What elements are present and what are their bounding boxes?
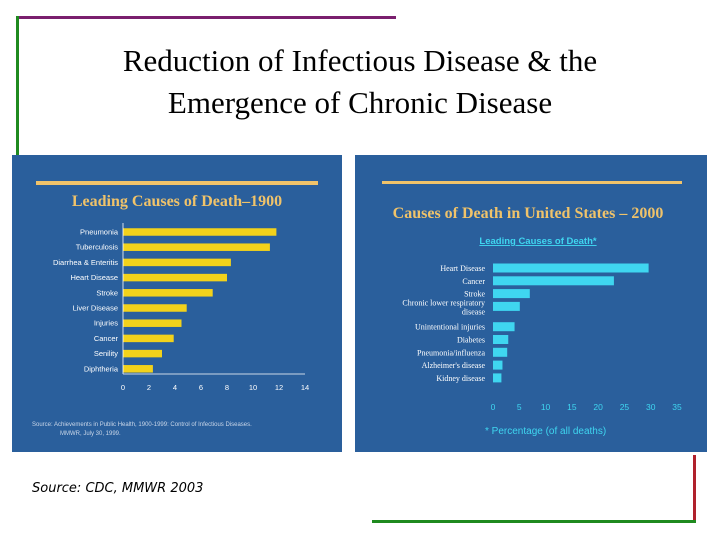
chart-1900-bar	[123, 365, 153, 373]
frame-left-green-line	[16, 16, 19, 168]
chart-1900-tick-label: 8	[225, 383, 229, 392]
chart-2000-tick-label: 25	[620, 402, 630, 412]
chart-2000-bar	[493, 347, 508, 357]
chart-2000-tick-label: 30	[646, 402, 656, 412]
chart-1900-bar	[123, 289, 213, 297]
chart-2000-bar	[493, 322, 515, 332]
chart-1900-bar	[123, 319, 182, 327]
chart-2000-category-label: Diabetes	[457, 336, 485, 345]
chart-1900-category-label: Cancer	[94, 334, 119, 343]
chart-2000-category-label: Chronic lower respiratory disease	[402, 298, 485, 316]
chart-1900: Leading Causes of Death–1900 Pneumonia Tu…	[32, 181, 318, 437]
chart-1900-category-label: Diarrhea & Enteritis	[53, 258, 118, 267]
frame-top-purple-line	[18, 16, 396, 19]
chart-2000-bar	[493, 263, 649, 273]
chart-1900-accent-rule	[36, 181, 318, 185]
chart-1900-bar	[123, 304, 187, 312]
chart-1900-bar	[123, 258, 231, 267]
chart-2000-tick-label: 35	[672, 402, 682, 412]
chart-2000-accent-rule	[382, 181, 682, 184]
chart-2000-category-label: Heart Disease	[440, 264, 485, 273]
chart-2000-tick-label: 5	[517, 402, 522, 412]
chart-2000-bar	[493, 276, 614, 286]
chart-1900-bar	[123, 349, 162, 358]
chart-1900-category-label: Tuberculosis	[76, 243, 118, 252]
chart-2000-category-label: Alzheimer's disease	[422, 361, 486, 370]
chart-2000-xlabel: * Percentage (of all deaths)	[485, 426, 606, 437]
chart-2000-tick-label: 0	[491, 402, 496, 412]
chart-2000-category-label: Pneumonia/influenza	[417, 348, 485, 357]
chart-1900-bar	[123, 334, 174, 343]
chart-1900-tick-label: 6	[199, 383, 203, 392]
chart-1900-bar	[123, 243, 270, 251]
source-note: Source: CDC, MMWR 2003	[32, 481, 204, 496]
chart-2000-category-label: Stroke	[464, 290, 485, 299]
chart-panel-1900: Leading Causes of Death–1900 Pneumonia Tu…	[12, 155, 342, 452]
chart-1900-category-label: Stroke	[96, 288, 118, 297]
chart-1900-category-label: Injuries	[94, 319, 118, 328]
chart-2000-bar	[493, 373, 502, 383]
chart-2000: Causes of Death in United States – 2000 …	[382, 181, 682, 437]
chart-1900-footnote: Source: Achievements in Public Health, 1…	[32, 422, 253, 437]
chart-2000-category-label: Kidney disease	[436, 374, 485, 383]
chart-1900-tick-label: 2	[147, 383, 151, 392]
frame-right-red-line	[693, 455, 696, 523]
chart-panel-2000: Causes of Death in United States – 2000 …	[355, 155, 707, 452]
chart-1900-category-label: Diphtheria	[84, 364, 119, 373]
chart-1900-tick-label: 10	[249, 383, 257, 392]
chart-1900-bar	[123, 273, 227, 282]
chart-2000-bar	[493, 360, 503, 370]
chart-1900-category-label: Liver Disease	[73, 304, 118, 313]
frame-bottom-green-line	[372, 520, 696, 523]
chart-1900-bar	[123, 228, 277, 236]
chart-2000-title: Causes of Death in United States – 2000	[393, 205, 664, 222]
chart-2000-category-label: Cancer	[462, 277, 485, 286]
chart-2000-bar	[493, 289, 530, 299]
chart-2000-bar	[493, 301, 520, 311]
chart-2000-tick-label: 10	[541, 402, 551, 412]
chart-1900-tick-label: 4	[173, 383, 177, 392]
chart-1900-category-label: Senility	[94, 349, 118, 358]
chart-1900-tick-label: 14	[301, 383, 309, 392]
chart-1900-tick-label: 0	[121, 383, 125, 392]
chart-2000-subtitle: Leading Causes of Death*	[479, 236, 596, 247]
chart-2000-category-label: Unintentional injuries	[415, 323, 485, 332]
chart-1900-category-label: Heart Disease	[70, 273, 118, 282]
chart-1900-tick-label: 12	[275, 383, 283, 392]
chart-1900-category-label: Pneumonia	[80, 228, 119, 237]
chart-2000-tick-label: 15	[567, 402, 577, 412]
slide-title: Reduction of Infectious Disease & the Em…	[122, 43, 598, 120]
chart-1900-title: Leading Causes of Death–1900	[72, 193, 282, 210]
chart-2000-tick-label: 20	[593, 402, 603, 412]
chart-2000-bar	[493, 335, 509, 344]
